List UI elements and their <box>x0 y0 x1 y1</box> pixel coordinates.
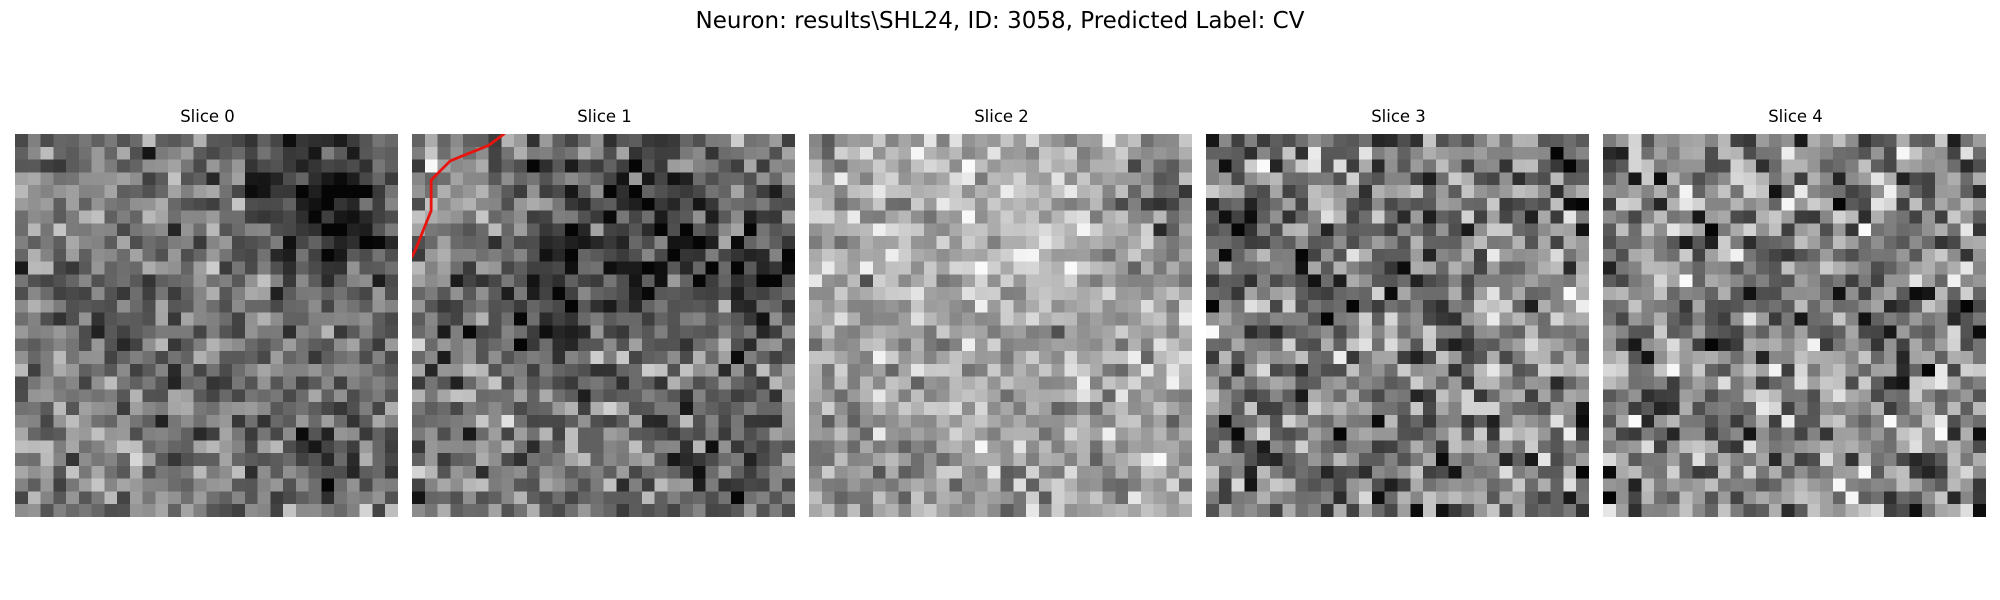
slice-title-2: Slice 2 <box>974 107 1029 126</box>
slice-image-4 <box>1603 134 1986 517</box>
slice-title-0: Slice 0 <box>180 107 235 126</box>
slice-image-3 <box>1206 134 1589 517</box>
slice-title-1: Slice 1 <box>577 107 632 126</box>
slice-image-0 <box>15 134 398 517</box>
red-contour-line <box>412 134 506 258</box>
figure-suptitle: Neuron: results\SHL24, ID: 3058, Predict… <box>695 8 1305 34</box>
slice-title-4: Slice 4 <box>1768 107 1823 126</box>
slice-image-1 <box>412 134 795 517</box>
slice-image-2 <box>809 134 1192 517</box>
slice-title-3: Slice 3 <box>1371 107 1426 126</box>
